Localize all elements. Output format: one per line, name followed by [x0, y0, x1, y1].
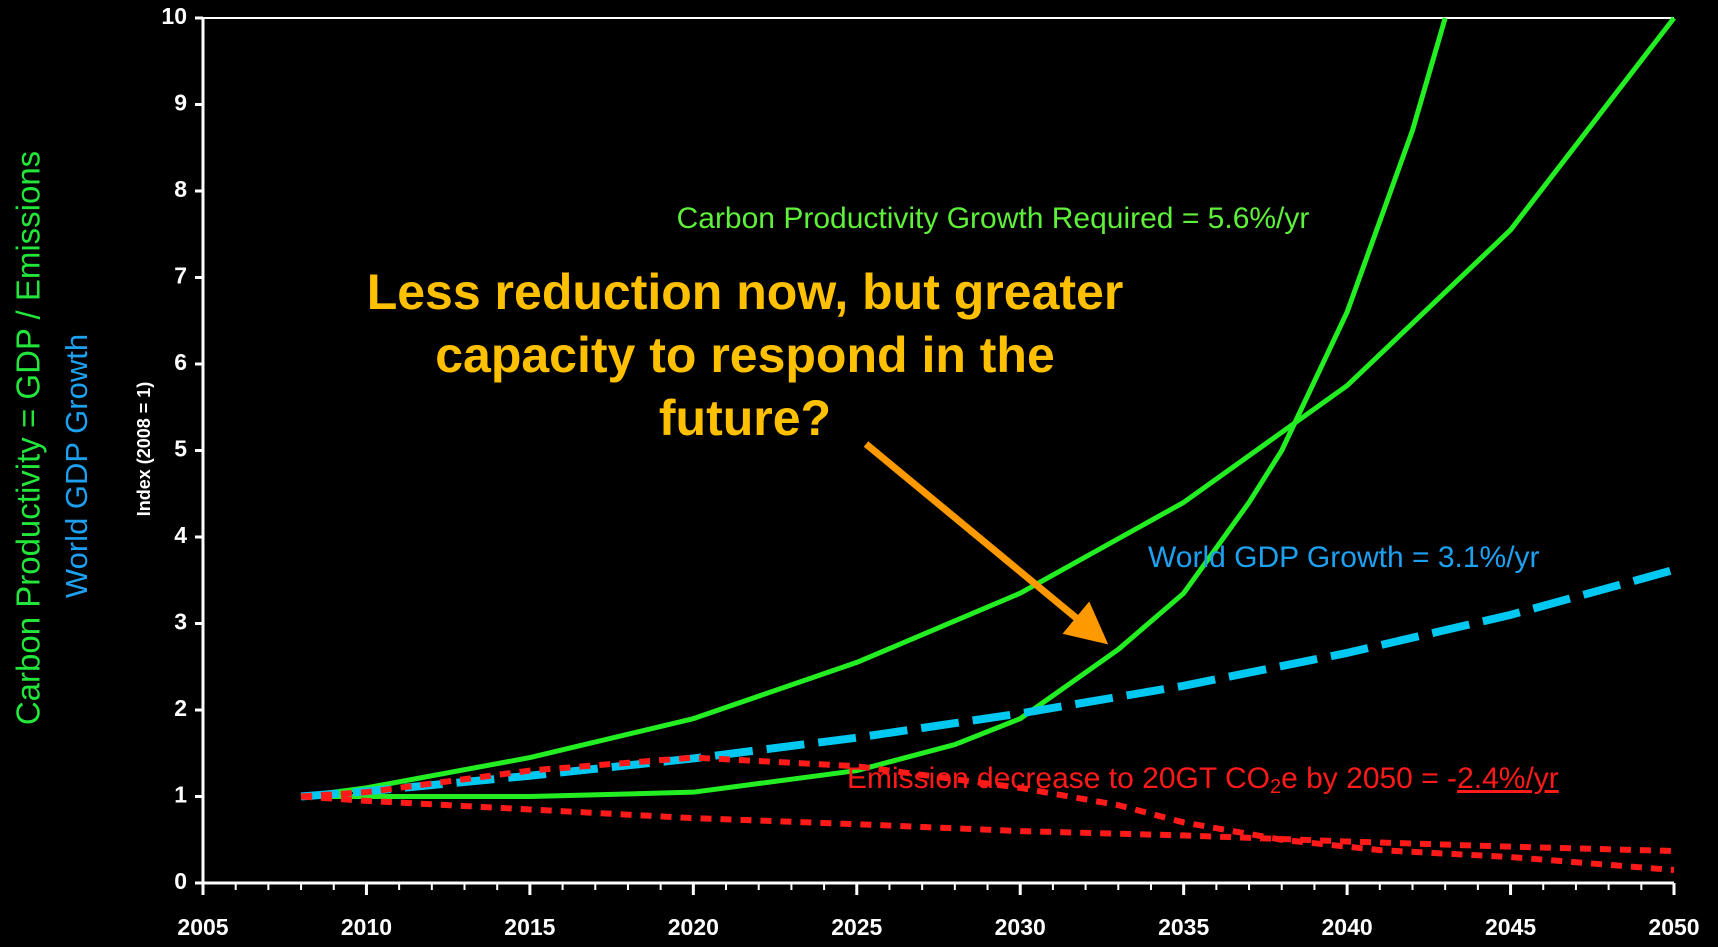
callout-line: capacity to respond in the	[435, 327, 1055, 383]
x-tick-label: 2035	[1158, 914, 1209, 940]
y-axis-label: Index (2008 = 1)	[134, 382, 154, 517]
series-line	[300, 16, 1676, 799]
x-tick-label: 2020	[668, 914, 719, 940]
x-tick-label: 2040	[1322, 914, 1373, 940]
y-tick-label: 7	[174, 263, 187, 289]
emission-note-part: e by 2050 = -	[1281, 762, 1457, 795]
callout-arrow	[863, 441, 1109, 645]
y-tick-label: 10	[161, 3, 187, 29]
x-tick-label: 2030	[995, 914, 1046, 940]
series-line	[300, 566, 1676, 801]
x-tick-label: 2025	[831, 914, 882, 940]
callout-line: Less reduction now, but greater	[367, 264, 1124, 320]
series-line	[301, 17, 1448, 799]
y-tick-label: 2	[174, 695, 187, 721]
annotation: Carbon Productivity Growth Required = 5.…	[677, 202, 1310, 235]
y-tick-label: 5	[174, 436, 187, 462]
callout-line: future?	[659, 390, 831, 446]
y-tick-label: 6	[174, 349, 187, 375]
y-tick-label: 1	[174, 782, 187, 808]
emission-note: Emission decrease to 20GT CO2e by 2050 =…	[847, 762, 1559, 798]
emission-note-part: 2.4%/yr	[1457, 762, 1559, 795]
side-label: World GDP Growth	[59, 334, 94, 598]
x-tick-label: 2005	[177, 914, 228, 940]
x-tick-label: 2015	[504, 914, 555, 940]
y-tick-label: 0	[174, 868, 187, 894]
emission-note-part: 2	[1270, 776, 1281, 798]
side-label: Carbon Productivity = GDP / Emissions	[10, 151, 47, 725]
emission-note-part: Emission decrease to 20GT CO	[847, 762, 1270, 795]
x-tick-label: 2045	[1485, 914, 1536, 940]
y-tick-label: 8	[174, 176, 187, 202]
y-tick-label: 9	[174, 90, 187, 116]
series-line	[300, 793, 1675, 854]
x-tick-label: 2010	[341, 914, 392, 940]
y-tick-label: 3	[174, 609, 187, 635]
annotation: World GDP Growth = 3.1%/yr	[1148, 541, 1540, 574]
x-tick-label: 2050	[1648, 914, 1699, 940]
y-tick-label: 4	[174, 522, 187, 548]
series-line	[300, 754, 1675, 874]
